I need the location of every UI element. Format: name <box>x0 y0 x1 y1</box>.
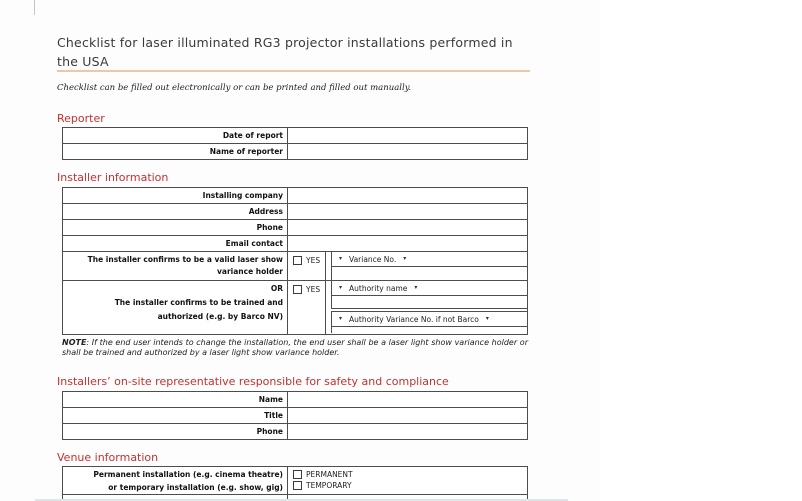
table-row: Installing company <box>63 188 527 203</box>
venue-table: Permanent installation (e.g. cinema thea… <box>62 466 528 501</box>
variance-no-dropdown[interactable]: ▾ Variance No. ▾ <box>332 252 527 267</box>
trained-authorized-row: OR The installer confirms to be trained … <box>63 280 527 334</box>
email-contact-input[interactable] <box>288 236 527 251</box>
chevron-down-icon: ▾ <box>339 284 343 291</box>
date-of-report-input[interactable] <box>288 128 527 143</box>
page-title: Checklist for laser illuminated RG3 proj… <box>57 33 537 71</box>
permanent-checkbox[interactable] <box>293 470 302 479</box>
authority-variance-dropdown-label: Authority Variance No. if not Barco <box>349 314 479 324</box>
table-row: Name of reporter <box>63 143 527 159</box>
yes-checkbox[interactable] <box>293 285 302 294</box>
yes-label: YES <box>306 256 321 265</box>
chevron-down-icon: ▾ <box>339 315 343 322</box>
variance-holder-row: The installer confirms to be a valid las… <box>63 251 527 280</box>
venue-next-label <box>63 495 288 501</box>
venue-next-input[interactable] <box>288 495 527 501</box>
trained-label-line3: authorized (e.g. by Barco NV) <box>157 312 283 321</box>
rep-phone-input[interactable] <box>288 424 527 439</box>
yes-checkbox[interactable] <box>293 256 302 265</box>
authority-name-input[interactable] <box>332 296 527 308</box>
variance-holder-label: The installer confirms to be a valid las… <box>63 252 288 280</box>
trained-value-cell: ▾ Authority name ▾ ▾ Authority Variance … <box>326 281 527 334</box>
variance-value-cell: ▾ Variance No. ▾ <box>326 252 527 280</box>
phone-input[interactable] <box>288 220 527 235</box>
address-label: Address <box>63 204 288 219</box>
page-edge-line <box>34 0 35 15</box>
yes-label: YES <box>306 285 321 294</box>
variance-holder-label-line1: The installer confirms to be a valid las… <box>87 255 283 264</box>
variance-no-input[interactable] <box>332 267 527 279</box>
representative-table: Name Title Phone <box>62 391 528 440</box>
authority-name-dropdown-label: Authority name <box>349 283 408 293</box>
installing-company-label: Installing company <box>63 188 288 203</box>
chevron-down-icon: ▾ <box>403 255 407 262</box>
name-of-reporter-input[interactable] <box>288 144 527 159</box>
temporary-label: TEMPORARY <box>306 481 352 490</box>
variance-holder-label-line2: variance holder <box>217 267 283 276</box>
note-text: : If the end user intends to change the … <box>62 338 528 357</box>
installer-section-heading: Installer information <box>57 171 169 184</box>
rep-phone-label: Phone <box>63 424 288 439</box>
authority-variance-dropdown[interactable]: ▾ Authority Variance No. if not Barco ▾ <box>332 312 527 327</box>
table-row: Email contact <box>63 235 527 251</box>
table-row: Phone <box>63 423 527 439</box>
temporary-checkbox[interactable] <box>293 481 302 490</box>
table-row: Phone <box>63 219 527 235</box>
table-row: Name <box>63 392 527 407</box>
trained-authorized-label: OR The installer confirms to be trained … <box>63 281 288 334</box>
permanent-label: PERMANENT <box>306 470 353 479</box>
chevron-down-icon: ▾ <box>485 315 489 322</box>
trained-label-line2: The installer confirms to be trained and <box>114 298 283 307</box>
reporter-table: Date of report Name of reporter <box>62 127 528 160</box>
rep-title-input[interactable] <box>288 408 527 423</box>
venue-installation-label: Permanent installation (e.g. cinema thea… <box>63 467 288 494</box>
bottom-clip-strip <box>35 499 568 501</box>
chevron-down-icon: ▾ <box>339 255 343 262</box>
reporter-section-heading: Reporter <box>57 112 105 125</box>
table-row: Title <box>63 407 527 423</box>
authority-name-dropdown[interactable]: ▾ Authority name ▾ <box>332 281 527 296</box>
rep-name-label: Name <box>63 392 288 407</box>
note-label: NOTE <box>62 338 87 347</box>
venue-label-line1: Permanent installation (e.g. cinema thea… <box>93 470 283 479</box>
venue-next-row <box>63 494 527 501</box>
venue-type-cell: PERMANENT TEMPORARY <box>288 467 527 494</box>
table-row: Date of report <box>63 128 527 143</box>
table-row: Address <box>63 203 527 219</box>
venue-installation-row: Permanent installation (e.g. cinema thea… <box>63 467 527 494</box>
phone-label: Phone <box>63 220 288 235</box>
email-contact-label: Email contact <box>63 236 288 251</box>
variance-yes-cell: YES <box>288 252 326 280</box>
note-paragraph: NOTE: If the end user intends to change … <box>62 338 528 358</box>
authority-variance-input[interactable] <box>332 327 527 333</box>
trained-label-line1: OR <box>270 284 283 293</box>
address-input[interactable] <box>288 204 527 219</box>
trained-yes-cell: YES <box>288 281 326 334</box>
representative-section-heading: Installers’ on-site representative respo… <box>57 375 449 388</box>
rep-title-label: Title <box>63 408 288 423</box>
date-of-report-label: Date of report <box>63 128 288 143</box>
variance-no-dropdown-label: Variance No. <box>349 254 397 264</box>
page-title-line2: the USA <box>57 54 109 69</box>
document-subtitle: Checklist can be filled out electronical… <box>57 83 412 93</box>
name-of-reporter-label: Name of reporter <box>63 144 288 159</box>
venue-section-heading: Venue information <box>57 451 159 464</box>
title-underline <box>57 70 530 72</box>
chevron-down-icon: ▾ <box>414 284 418 291</box>
page-title-line1: Checklist for laser illuminated RG3 proj… <box>57 35 513 50</box>
venue-label-line2: or temporary installation (e.g. show, gi… <box>108 483 283 492</box>
installing-company-input[interactable] <box>288 188 527 203</box>
rep-name-input[interactable] <box>288 392 527 407</box>
installer-table: Installing company Address Phone Email c… <box>62 187 528 335</box>
